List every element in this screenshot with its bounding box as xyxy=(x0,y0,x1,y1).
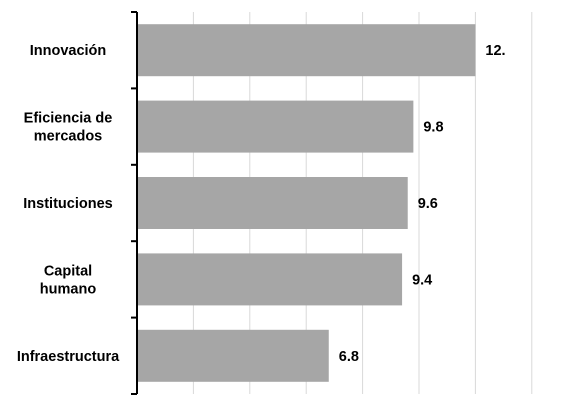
bar xyxy=(137,329,329,382)
value-label: 9.4 xyxy=(412,272,432,288)
category-labels: Innovación Eficiencia de mercados Instituci… xyxy=(17,43,120,365)
value-label: 6.8 xyxy=(339,349,359,365)
value-label: 9.8 xyxy=(423,120,443,136)
category-label: Eficiencia de mercados xyxy=(24,111,113,145)
bar xyxy=(137,24,476,77)
bar xyxy=(137,177,408,229)
category-label: Capital humano xyxy=(40,263,97,297)
bars xyxy=(137,24,476,382)
y-axis xyxy=(131,11,138,395)
bar xyxy=(137,253,403,306)
value-labels: 12. 9.8 9.6 9.4 6.8 xyxy=(339,43,506,365)
category-label: Innovación xyxy=(30,43,107,59)
category-label: Instituciones xyxy=(23,196,112,212)
value-label: 12. xyxy=(485,43,505,59)
bar xyxy=(137,100,414,153)
category-label: Infraestructura xyxy=(17,349,120,365)
value-label: 9.6 xyxy=(418,196,438,212)
